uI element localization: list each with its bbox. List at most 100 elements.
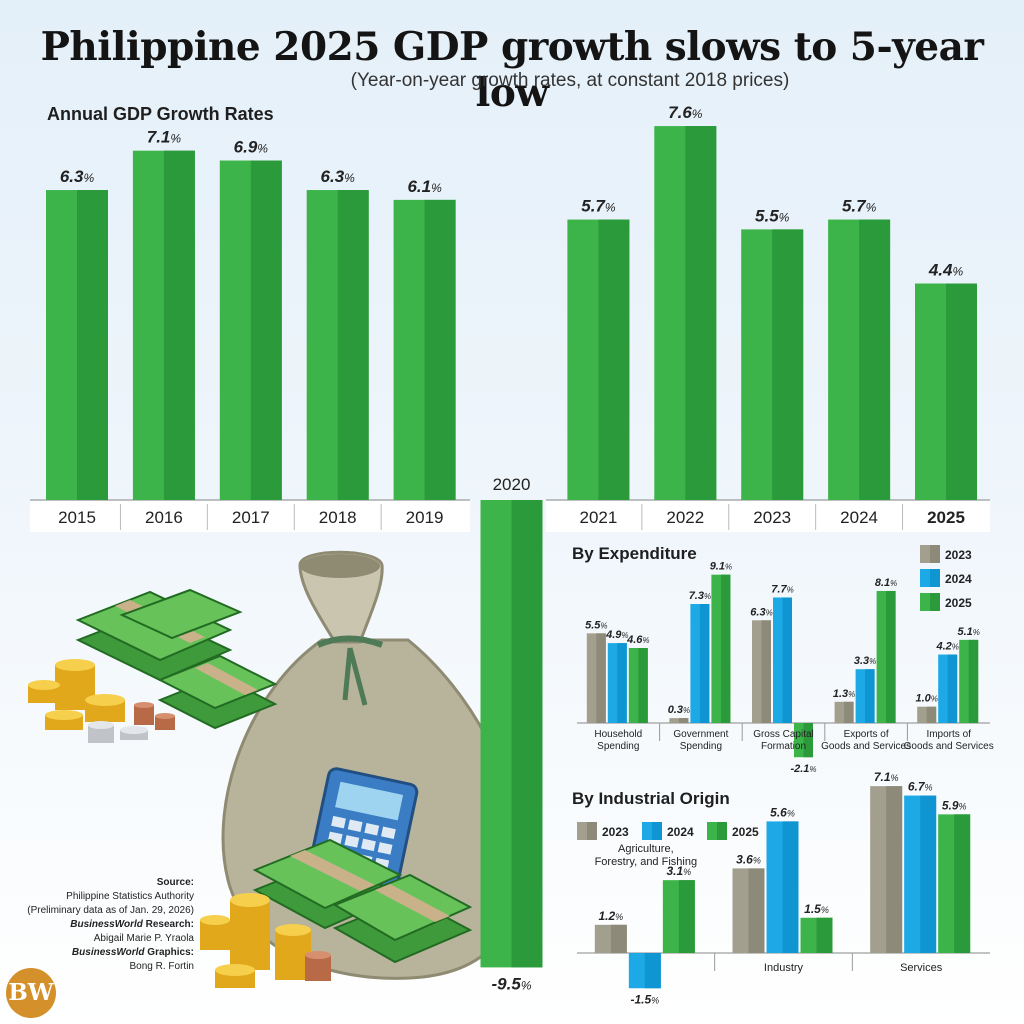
graphics-label: Graphics: — [144, 947, 194, 958]
annual-tick-label-2023: 2023 — [753, 508, 791, 527]
industry-bar-2024-2-shade — [920, 795, 937, 953]
expenditure-bar-2025-4-shade — [968, 639, 979, 723]
annual-tick-label-2024: 2024 — [840, 508, 878, 527]
annual-chart-title: Annual GDP Growth Rates — [47, 104, 274, 124]
annual-bar-2022-shade — [685, 126, 717, 500]
industry-title: By Industrial Origin — [572, 789, 730, 808]
annual-value-label-2018: 6.3% — [321, 167, 356, 186]
industry-legend-label-2024: 2024 — [667, 825, 694, 839]
industry-legend-label-2023: 2023 — [602, 825, 629, 839]
annual-tick-label-2021: 2021 — [579, 508, 617, 527]
annual-bar-2015-shade — [77, 190, 108, 501]
expenditure-title: By Expenditure — [572, 544, 697, 563]
expenditure-value-label-2025-3: 8.1% — [875, 577, 897, 589]
industry-bar-2025-0-shade — [678, 880, 695, 953]
annual-value-label-2017: 6.9% — [234, 138, 269, 157]
industry-value-label-2025-2: 5.9% — [942, 798, 967, 812]
expenditure-category-label-2: Formation — [761, 741, 806, 752]
expenditure-bar-2023-0-shade — [596, 633, 606, 723]
expenditure-value-label-2024-1: 7.3% — [689, 590, 711, 602]
expenditure-category-label-1: Government — [673, 729, 728, 740]
expenditure-category-label-0: Spending — [597, 741, 639, 752]
expenditure-value-label-2023-4: 1.0% — [915, 693, 937, 705]
industry-legend-swatch-2024-shade — [652, 822, 662, 840]
expenditure-bar-2023-1-shade — [678, 718, 689, 723]
source-org: Philippine Statistics Authority — [66, 891, 194, 902]
expenditure-bar-2023-4-shade — [926, 706, 937, 723]
source-note: Source: Philippine Statistics Authority … — [0, 876, 194, 974]
industry-category-label-1: Industry — [764, 962, 804, 974]
expenditure-bar-2023-3-shade — [844, 701, 854, 723]
industry-value-label-2024-2: 6.7% — [908, 780, 933, 794]
annual-tick-label-2020: 2020 — [493, 475, 531, 494]
industry-value-label-2023-2: 7.1% — [874, 770, 899, 784]
expenditure-value-label-2025-2: -2.1% — [790, 763, 816, 775]
expenditure-value-label-2023-3: 1.3% — [833, 688, 855, 700]
annual-bar-2023-shade — [772, 229, 804, 500]
cash-stack-icon — [75, 588, 278, 730]
expenditure-bar-2025-1-shade — [720, 574, 731, 723]
expenditure-legend-label-2024: 2024 — [945, 572, 972, 586]
expenditure-category-label-4: Imports of — [926, 729, 971, 740]
expenditure-category-label-1: Spending — [680, 741, 722, 752]
industry-legend-swatch-2025-shade — [717, 822, 727, 840]
expenditure-value-label-2023-1: 0.3% — [668, 704, 690, 716]
expenditure-bar-2024-3-shade — [865, 669, 875, 723]
annual-tick-label-2025: 2025 — [927, 508, 965, 527]
expenditure-value-label-2024-2: 7.7% — [771, 583, 793, 595]
industry-bar-2023-0-shade — [610, 924, 627, 953]
industry-bar-2024-1-shade — [782, 821, 799, 953]
research-name: Abigail Marie P. Yraola — [93, 933, 194, 944]
expenditure-legend-label-2023: 2023 — [945, 548, 972, 562]
expenditure-category-label-4: Goods and Services — [904, 741, 994, 752]
annual-bar-2020-shade — [511, 500, 543, 968]
industry-category-label-2: Services — [900, 962, 943, 974]
expenditure-value-label-2025-4: 5.1% — [957, 626, 979, 638]
industry-legend-swatch-2023-shade — [587, 822, 597, 840]
expenditure-legend-swatch-2024-shade — [930, 569, 940, 587]
annual-tick-label-2022: 2022 — [666, 508, 704, 527]
coins-icon — [28, 659, 175, 743]
expenditure-value-label-2024-4: 4.2% — [935, 641, 958, 653]
expenditure-bar-2025-0-shade — [638, 648, 648, 723]
industry-category-label-0: Agriculture, — [618, 843, 674, 855]
research-brand: BusinessWorld — [70, 919, 143, 930]
annual-tick-label-2019: 2019 — [406, 508, 444, 527]
annual-value-label-2021: 5.7% — [581, 197, 616, 216]
source-label: Source: — [156, 877, 194, 888]
expenditure-bar-2024-1-shade — [699, 604, 710, 723]
research-label: Research: — [142, 919, 194, 930]
expenditure-legend-swatch-2023-shade — [930, 545, 940, 563]
annual-value-label-2016: 7.1% — [147, 128, 182, 147]
industry-bar-2023-1-shade — [748, 868, 765, 953]
industry-value-label-2025-1: 1.5% — [804, 902, 829, 916]
coins-icon — [200, 893, 331, 988]
annual-value-label-2024: 5.7% — [842, 197, 877, 216]
annual-bar-2019-shade — [424, 199, 456, 500]
industry-value-label-2023-1: 3.6% — [736, 852, 761, 866]
expenditure-category-label-3: Exports of — [844, 729, 889, 740]
expenditure-bar-2023-2-shade — [761, 620, 771, 723]
annual-bar-2017-shade — [250, 160, 282, 500]
industry-value-label-2023-0: 1.2% — [598, 909, 623, 923]
annual-tick-label-2015: 2015 — [58, 508, 96, 527]
expenditure-bar-2024-2-shade — [782, 597, 792, 723]
annual-tick-label-2018: 2018 — [319, 508, 357, 527]
annual-bar-2016-shade — [163, 150, 195, 500]
industry-bar-2025-1-shade — [816, 917, 833, 953]
graphics-brand: BusinessWorld — [71, 947, 145, 958]
annual-tick-label-2017: 2017 — [232, 508, 270, 527]
expenditure-bar-2024-4-shade — [947, 654, 958, 723]
expenditure-bar-2025-3-shade — [886, 590, 896, 723]
annual-value-label-2019: 6.1% — [407, 177, 442, 196]
industry-legend-label-2025: 2025 — [732, 825, 759, 839]
annual-bar-2024-shade — [859, 219, 891, 500]
annual-axis-band-right — [546, 501, 990, 532]
annual-value-label-2015: 6.3% — [60, 167, 95, 186]
annual-bar-2025-shade — [946, 283, 977, 500]
expenditure-value-label-2024-0: 4.9% — [605, 629, 628, 641]
